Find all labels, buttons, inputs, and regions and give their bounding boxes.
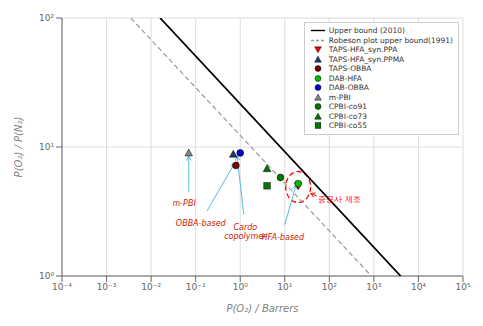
svg-text:10¹: 10¹ (39, 142, 54, 152)
html-text:TAPS-HFA_syn.PPMA: TAPS-HFA_syn.PPMA (328, 54, 405, 64)
html-text:m-PBI: m-PBI (328, 92, 351, 102)
html-text:CPBI-co55: CPBI-co55 (328, 121, 367, 130)
svg-text:10⁻²: 10⁻² (141, 282, 161, 292)
svg-text:10⁴: 10⁴ (411, 282, 426, 292)
svg-text:P(O₂) / P(N₂): P(O₂) / P(N₂) (13, 117, 24, 178)
svg-text:10⁻⁴: 10⁻⁴ (52, 282, 72, 292)
svg-text:m-PBI: m-PBI (172, 199, 196, 208)
svg-text:10²: 10² (39, 13, 54, 23)
svg-text:10⁰: 10⁰ (39, 271, 54, 281)
html-text:CPBI-co73: CPBI-co73 (328, 111, 367, 121)
html-text:Cardo: Cardo (233, 223, 258, 233)
svg-text:10⁰: 10⁰ (233, 282, 248, 292)
html-text:DAB-OBBA: DAB-OBBA (328, 83, 369, 92)
html-text:TAPS-HFA_syn.PPA: TAPS-HFA_syn.PPA (328, 45, 398, 54)
html-text:CPBI-co91: CPBI-co91 (328, 102, 367, 111)
svg-text:10⁻¹: 10⁻¹ (186, 282, 206, 292)
svg-text:OBBA-based: OBBA-based (176, 219, 227, 228)
svg-text:10²: 10² (322, 282, 337, 292)
html-text:Upper bound (2010): Upper bound (2010) (328, 26, 405, 35)
html-text:Robeson plot upper bound(1991): Robeson plot upper bound(1991) (328, 35, 453, 45)
svg-text:HFA-based: HFA-based (261, 232, 305, 241)
svg-text:10⁵: 10⁵ (455, 282, 470, 292)
svg-text:P(O₂) / Barrers: P(O₂) / Barrers (226, 303, 298, 314)
html-text:copolymer: copolymer (224, 232, 267, 242)
svg-text:10⁻³: 10⁻³ (97, 282, 117, 292)
svg-text:10¹: 10¹ (277, 282, 292, 292)
svg-text:중공사 제조: 중공사 제조 (318, 194, 361, 203)
html-text:DAB-HFA: DAB-HFA (328, 73, 362, 83)
svg-text:10³: 10³ (366, 282, 381, 292)
html-text:TAPS-OBBA: TAPS-OBBA (328, 64, 372, 73)
